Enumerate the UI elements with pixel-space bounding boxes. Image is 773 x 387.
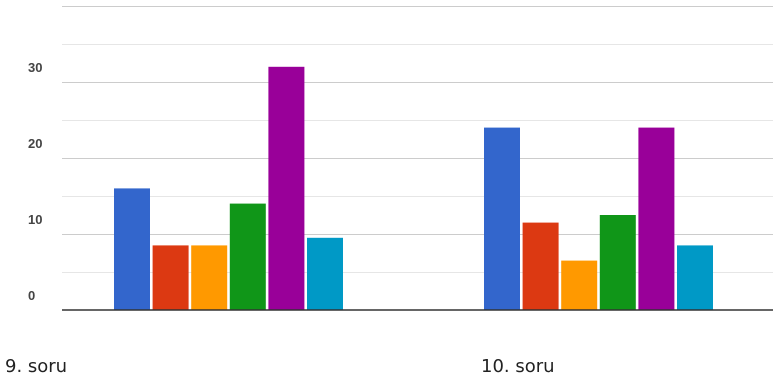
bar-2-2[interactable] <box>522 222 559 310</box>
bar-2-1[interactable] <box>484 127 520 310</box>
bar-2-5[interactable] <box>638 127 675 310</box>
bars <box>114 66 713 310</box>
bar-1-3[interactable] <box>191 245 228 310</box>
bar-2-4[interactable] <box>599 215 636 310</box>
category-label-9-soru: 9. soru <box>5 356 68 377</box>
category-label-10-soru: 10. soru <box>481 356 555 377</box>
bar-2-3[interactable] <box>561 260 598 310</box>
y-axis-ticks: 010203040 <box>28 60 42 303</box>
y-tick-label: 10 <box>28 212 42 227</box>
bar-1-4[interactable] <box>229 203 266 310</box>
bar-1-1[interactable] <box>114 188 150 310</box>
gridlines <box>62 6 773 273</box>
bar-1-2[interactable] <box>152 245 189 310</box>
y-tick-label: 20 <box>28 136 42 151</box>
y-tick-label: 30 <box>28 60 42 75</box>
y-tick-label: 0 <box>28 288 35 303</box>
bar-2-6[interactable] <box>677 245 713 310</box>
bar-1-6[interactable] <box>307 237 343 310</box>
bar-1-5[interactable] <box>268 66 305 310</box>
